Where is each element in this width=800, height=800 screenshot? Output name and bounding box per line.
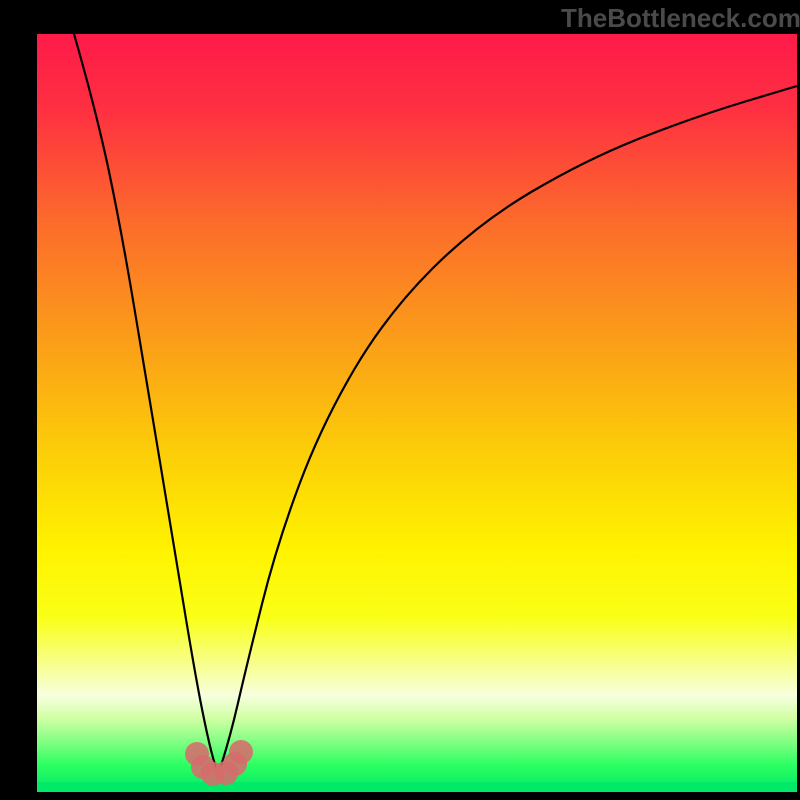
plot-svg xyxy=(37,34,797,792)
bottom-strip xyxy=(37,782,797,792)
bottom-marker xyxy=(229,740,253,764)
watermark-text: TheBottleneck.com xyxy=(561,3,800,34)
plot-area xyxy=(37,34,797,792)
